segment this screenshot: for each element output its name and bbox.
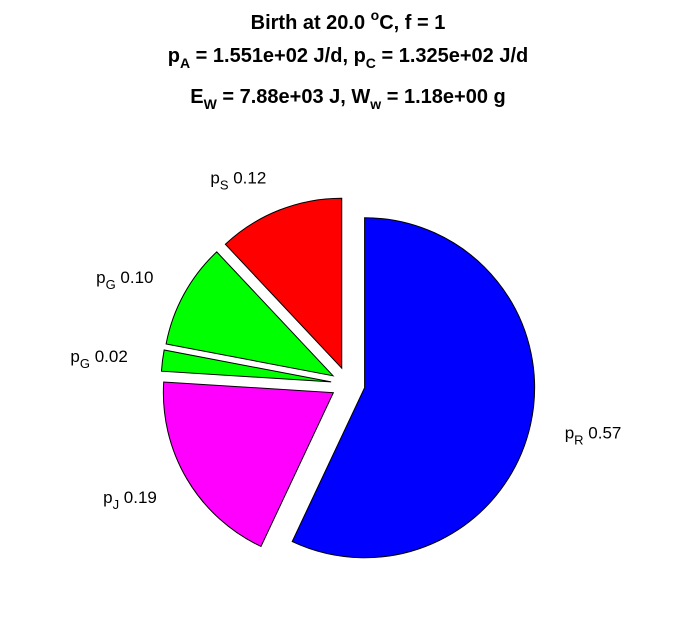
slice-label-symbol: p — [96, 268, 105, 287]
title-2-pc-value: = 1.325e+02 J/d — [375, 45, 529, 67]
title-3-ew-subscript: W — [203, 96, 217, 112]
pie-slice-label-4: pS 0.12 — [210, 169, 266, 193]
title-3-ew-symbol: E — [190, 86, 204, 108]
title-2-pa-subscript: A — [179, 55, 191, 71]
title-2-pc-subscript: C — [365, 55, 376, 71]
title-1-suffix: C, f = 1 — [379, 12, 446, 34]
pie-slice-pg-3 — [165, 251, 335, 377]
slice-label-subscript: G — [106, 277, 116, 292]
slice-label-symbol: p — [565, 423, 574, 442]
slice-label-value: 0.19 — [119, 488, 157, 507]
pie-slice-label-3: pG 0.10 — [96, 268, 153, 292]
title-3-ww-symbol: W — [351, 86, 371, 108]
title-1-prefix: Birth at 20.0 — [250, 12, 371, 34]
pie-slice-pr-0 — [291, 217, 536, 559]
slice-label-subscript: R — [574, 432, 583, 447]
title-2-pc-symbol: p — [353, 45, 366, 67]
title-2-pa-value: = 1.551e+02 J/d, — [190, 45, 354, 67]
pie-slice-label-0: pR 0.57 — [565, 423, 622, 447]
pie-slice-ps-4 — [224, 197, 343, 370]
slice-label-subscript: S — [220, 178, 229, 193]
slice-label-value: 0.02 — [90, 347, 128, 366]
pie-slice-pj-1 — [162, 381, 335, 548]
pie-slice-label-1: pJ 0.19 — [103, 488, 157, 512]
slice-label-symbol: p — [210, 169, 219, 188]
slice-label-value: 0.10 — [116, 268, 154, 287]
slice-label-symbol: p — [103, 488, 112, 507]
slice-label-value: 0.12 — [228, 169, 266, 188]
title-3-ww-subscript: w — [370, 96, 382, 112]
pie-slice-label-2: pG 0.02 — [70, 347, 127, 371]
title-3-ew-value: = 7.88e+03 J, — [216, 86, 352, 108]
title-3-ww-value: = 1.18e+00 g — [381, 86, 506, 108]
slice-label-value: 0.57 — [584, 423, 622, 442]
title-2-pa-symbol: p — [167, 45, 180, 67]
slice-label-symbol: p — [70, 347, 79, 366]
chart-title-line-2: pA = 1.551e+02 J/d, pC = 1.325e+02 J/d — [0, 45, 696, 71]
slice-label-subscript: J — [113, 497, 120, 512]
chart-title-line-1: Birth at 20.0 oC, f = 1 — [0, 8, 696, 35]
chart-title-line-3: EW = 7.88e+03 J, Ww = 1.18e+00 g — [0, 86, 696, 112]
title-1-degree: o — [370, 7, 380, 23]
pie-slice-pg-2 — [160, 349, 332, 383]
slice-label-subscript: G — [80, 356, 90, 371]
